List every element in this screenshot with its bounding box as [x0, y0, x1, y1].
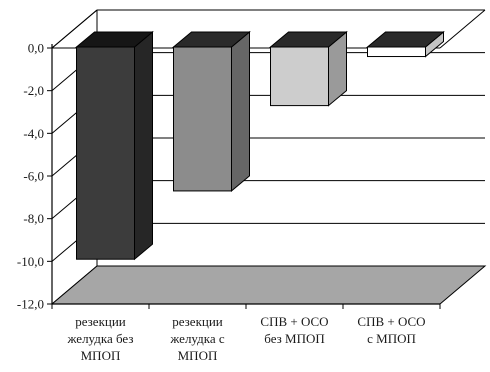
- bar-0: [75, 30, 154, 261]
- chart-floor: [50, 265, 487, 305]
- y-tick-label-4: -8,0: [23, 211, 44, 226]
- y-tick-label-2: -4,0: [23, 126, 44, 141]
- bar-side-0: [134, 30, 153, 261]
- bar-2: [269, 30, 348, 107]
- gridline-side-0: [51, 9, 98, 49]
- category-label-3-line-0: СПВ + ОСО: [357, 314, 425, 329]
- y-axis: [47, 44, 441, 309]
- bar-side-1: [231, 30, 250, 192]
- bar-front-2: [270, 46, 329, 107]
- bar-1: [172, 30, 251, 192]
- category-label-0-line-2: МПОП: [81, 348, 121, 363]
- category-label-2-line-1: без МПОП: [264, 331, 324, 346]
- floor-plane: [50, 265, 487, 305]
- bars: [75, 30, 445, 261]
- y-tick-label-0: 0,0: [28, 41, 44, 56]
- category-label-1-line-0: резекции: [172, 314, 223, 329]
- category-label-3-line-1: с МПОП: [367, 331, 416, 346]
- category-label-0-line-0: резекции: [75, 314, 126, 329]
- bar-front-3: [367, 46, 426, 58]
- category-label-1-line-1: желудка с: [169, 331, 225, 346]
- y-tick-label-1: -2,0: [23, 83, 44, 98]
- y-tick-label-5: -10,0: [17, 254, 44, 269]
- bar-front-0: [76, 46, 135, 260]
- category-label-0: резекции желудка без МПОП: [66, 314, 133, 363]
- category-label-1: резекции желудка с МПОП: [169, 314, 225, 363]
- category-labels: резекции желудка без МПОП резекции желудка с…: [66, 314, 425, 363]
- category-label-2: СПВ + ОСО без МПОП: [260, 314, 328, 346]
- category-label-0-line-1: желудка без: [66, 331, 133, 346]
- category-label-3: СПВ + ОСО с МПОП: [357, 314, 425, 346]
- bar-front-1: [173, 46, 232, 192]
- y-tick-label-6: -12,0: [17, 297, 44, 312]
- category-label-2-line-0: СПВ + ОСО: [260, 314, 328, 329]
- y-tick-label-3: -6,0: [23, 169, 44, 184]
- y-tick-labels: 0,0 -2,0 -4,0 -6,0 -8,0 -10,0 -12,0: [17, 41, 44, 312]
- category-label-1-line-2: МПОП: [178, 348, 218, 363]
- zero-line-right: [439, 9, 486, 49]
- bar-3: [366, 30, 445, 58]
